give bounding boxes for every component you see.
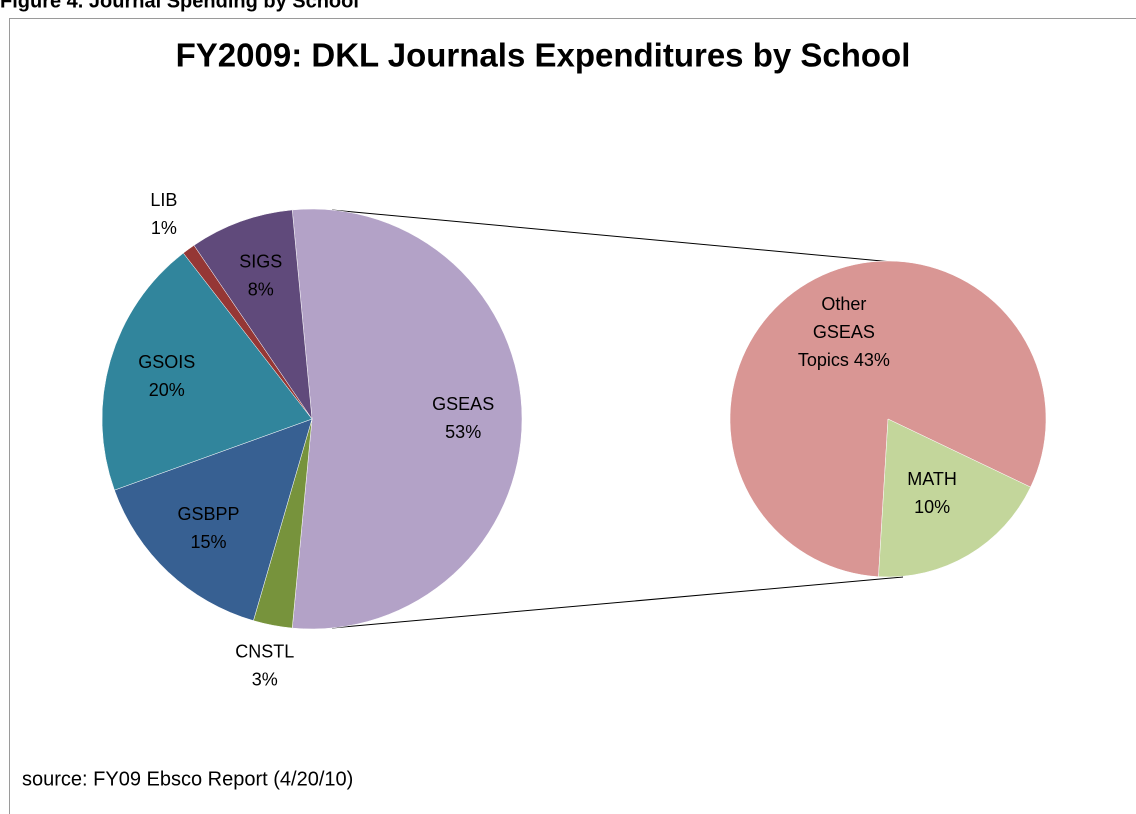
slice-value-label: 10% [914, 497, 950, 517]
slice-category-label: CNSTL [235, 641, 294, 661]
source-note: source: FY09 Ebsco Report (4/20/10) [22, 768, 353, 790]
slice-label: GSOIS 20% [138, 352, 195, 400]
slice-category-label: GSEAS [432, 394, 494, 414]
slice-value-label: 15% [190, 532, 226, 552]
figure-caption: Figure 4. Journal Spending by School [0, 0, 359, 12]
slice-value-label: 43% [854, 350, 890, 370]
slice-label: GSEAS 53% [432, 394, 494, 442]
pie-slice [101, 252, 313, 491]
slice-category-label: GSOIS [138, 352, 195, 372]
connector-line [331, 576, 904, 629]
slice-category-label: GSBPP [177, 504, 239, 524]
slice-label: GSBPP 15% [177, 504, 239, 552]
slice-category-label: MATH [907, 469, 957, 489]
slice-label-line: GSEAS [813, 322, 875, 342]
pie-slice [878, 418, 1031, 578]
chart-frame [9, 18, 1136, 814]
slice-value-label: 3% [252, 669, 278, 689]
connector-line [331, 209, 904, 264]
slice-label: LIB 1% [150, 190, 177, 238]
slice-category-label: SIGS [239, 251, 282, 271]
slice-label: Other GSEAS Topics 43% [798, 294, 890, 370]
pie-slice [291, 208, 523, 630]
slice-category-label: LIB [150, 190, 177, 210]
slice-value-label: 1% [151, 218, 177, 238]
chart-title: FY2009: DKL Journals Expenditures by Sch… [176, 37, 911, 74]
slice-label: CNSTL 3% [235, 641, 294, 689]
slice-value-label: 8% [248, 279, 274, 299]
pie-slice [114, 418, 313, 621]
slice-label-line: Other [821, 294, 866, 314]
slice-value-label: 53% [445, 422, 481, 442]
slice-value-label: 20% [149, 380, 185, 400]
pie-slice [193, 209, 313, 420]
slice-label: MATH 10% [907, 469, 957, 517]
slice-label: SIGS 8% [239, 251, 282, 299]
slice-label-line: Topics [798, 350, 854, 370]
